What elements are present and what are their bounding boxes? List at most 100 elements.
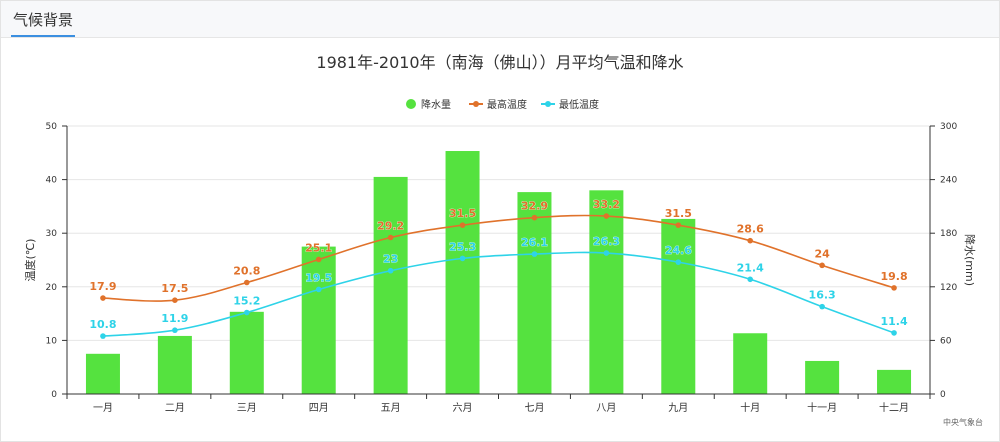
legend: 降水量 最高温度 最低温度 xyxy=(406,98,599,111)
panel-header: 气候背景 xyxy=(1,1,999,38)
x-tick-label: 十二月 xyxy=(879,401,909,414)
data-label-max-temp: 28.6 xyxy=(737,223,764,236)
bar xyxy=(229,311,264,394)
y-right-tick-label: 0 xyxy=(940,390,946,400)
x-tick-label: 二月 xyxy=(165,402,185,414)
legend-item-precip[interactable]: 降水量 xyxy=(406,98,451,111)
series-line-max-temp xyxy=(102,214,895,302)
data-label-max-temp: 31.5 xyxy=(665,207,692,220)
bar xyxy=(733,333,768,394)
x-tick-label: 十一月 xyxy=(807,401,837,414)
bars xyxy=(85,151,912,394)
y-left-tick-label: 20 xyxy=(46,283,58,293)
point-min-temp xyxy=(603,250,610,256)
y-left-tick-label: 10 xyxy=(46,336,58,346)
point-max-temp xyxy=(675,222,682,228)
bar xyxy=(445,151,480,394)
x-tick-label: 三月 xyxy=(237,402,257,414)
point-min-temp xyxy=(172,327,178,334)
x-tick-label: 八月 xyxy=(596,402,616,414)
point-min-temp xyxy=(891,330,897,336)
x-tick-label: 十月 xyxy=(740,401,760,414)
data-label-min-temp: 26.1 xyxy=(521,236,548,249)
data-label-min-temp: 11.9 xyxy=(161,312,188,325)
data-label-min-temp: 25.3 xyxy=(449,240,476,253)
bar xyxy=(157,335,192,394)
bar xyxy=(301,246,336,394)
data-label-max-temp: 20.8 xyxy=(233,265,260,278)
series-line-min-temp xyxy=(102,251,895,337)
point-min-temp xyxy=(387,267,394,274)
y-right-tick-label: 300 xyxy=(940,122,957,132)
data-label-max-temp: 17.9 xyxy=(89,280,116,293)
y-right-tick-label: 240 xyxy=(940,176,957,186)
data-label-max-temp: 33.2 xyxy=(593,198,620,211)
legend-label-min-temp: 最低温度 xyxy=(559,98,599,111)
bar xyxy=(589,190,624,394)
data-label-max-temp: 32.9 xyxy=(521,200,548,213)
point-min-temp xyxy=(819,303,825,310)
y-axis-left-title: 温度(℃) xyxy=(23,239,37,282)
point-min-temp xyxy=(315,286,322,293)
point-max-temp xyxy=(459,222,466,228)
source-credit: 中央气象台 xyxy=(943,417,983,427)
point-max-temp xyxy=(819,262,825,269)
y-left-tick-label: 50 xyxy=(46,122,58,132)
y-right-tick-label: 180 xyxy=(940,229,957,239)
y-left-tick-label: 30 xyxy=(46,229,58,239)
x-tick-label: 六月 xyxy=(453,402,473,414)
bar xyxy=(517,192,552,394)
data-label-min-temp: 24.6 xyxy=(665,244,692,257)
data-label-max-temp: 19.8 xyxy=(880,270,907,283)
point-max-temp xyxy=(531,214,538,221)
point-min-temp xyxy=(100,333,106,339)
data-label-min-temp: 15.2 xyxy=(233,295,260,308)
x-tick-label: 五月 xyxy=(381,402,401,414)
bar xyxy=(661,218,696,394)
data-label-max-temp: 24 xyxy=(814,247,830,260)
data-labels: 17.9 17.5 20.8 25.1 29.2 31.5 32.9 33.2 31.5 28.6… xyxy=(89,198,908,332)
bar xyxy=(373,176,408,394)
point-min-temp xyxy=(459,255,466,262)
data-label-max-temp: 17.5 xyxy=(161,282,188,295)
legend-item-min-temp[interactable]: 最低温度 xyxy=(541,98,599,111)
data-label-max-temp: 29.2 xyxy=(377,219,404,232)
legend-label-precip: 降水量 xyxy=(421,98,451,111)
chart-title: 1981年-2010年（南海（佛山））月平均气温和降水 xyxy=(316,53,683,72)
point-min-temp xyxy=(747,276,754,283)
axes: 0 10 20 30 40 50 0 60 120 180 240 300 一月 二月 三月 四月 五月 六月 七月… xyxy=(46,122,958,414)
y-left-tick-label: 40 xyxy=(46,176,58,186)
point-min-temp xyxy=(675,259,682,265)
bar xyxy=(805,360,840,394)
lines xyxy=(100,213,897,339)
grid xyxy=(67,125,930,341)
data-label-min-temp: 23 xyxy=(383,253,398,266)
y-left-tick-label: 0 xyxy=(51,390,57,400)
data-label-min-temp: 21.4 xyxy=(737,261,764,274)
data-label-max-temp: 25.1 xyxy=(305,241,332,254)
data-label-min-temp: 26.3 xyxy=(593,235,620,248)
data-label-min-temp: 16.3 xyxy=(809,289,836,302)
bar xyxy=(85,353,120,394)
point-max-temp xyxy=(100,295,106,301)
legend-marker-max-temp xyxy=(473,101,479,107)
y-axis-right-title: 降水(mm) xyxy=(963,234,977,286)
data-label-min-temp: 10.8 xyxy=(89,318,116,331)
legend-label-max-temp: 最高温度 xyxy=(487,98,527,111)
climate-chart: 1981年-2010年（南海（佛山））月平均气温和降水 降水量 最高温度 最低温… xyxy=(23,53,983,427)
y-right-tick-label: 60 xyxy=(940,336,952,346)
point-min-temp xyxy=(243,309,250,316)
point-max-temp xyxy=(603,213,610,219)
y-right-tick-label: 120 xyxy=(940,283,957,293)
bar xyxy=(877,369,912,394)
point-min-temp xyxy=(531,251,538,257)
point-max-temp xyxy=(891,285,897,291)
x-tick-label: 九月 xyxy=(668,402,688,414)
legend-item-max-temp[interactable]: 最高温度 xyxy=(469,98,527,111)
tab-climate-background[interactable]: 气候背景 xyxy=(11,9,76,37)
x-tick-label: 四月 xyxy=(309,402,329,414)
legend-marker-precip xyxy=(406,99,416,109)
point-max-temp xyxy=(172,297,178,304)
data-label-min-temp: 19.5 xyxy=(305,271,332,284)
